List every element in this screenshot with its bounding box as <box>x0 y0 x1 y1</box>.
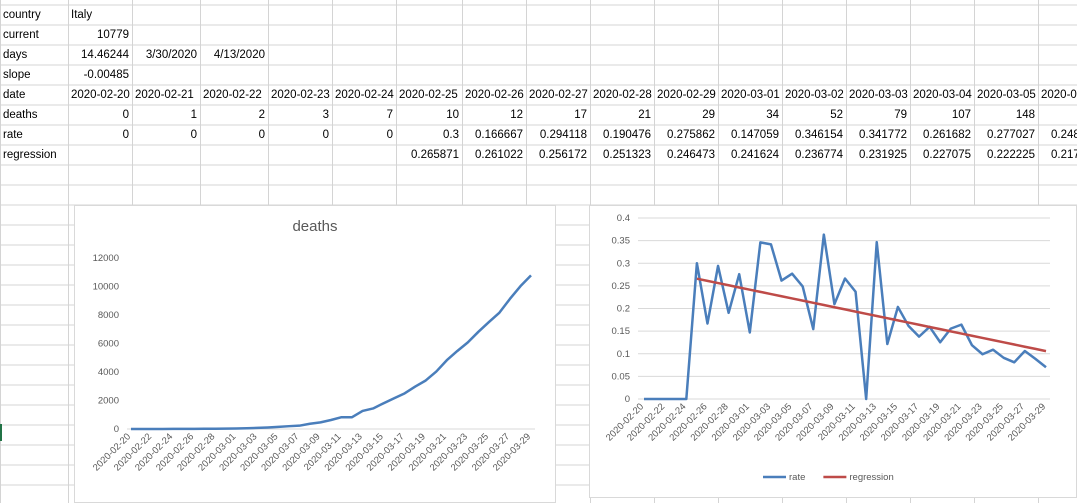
y-tick-label: 4000 <box>98 367 119 378</box>
cell: 0.294118 <box>539 129 587 141</box>
cell: 0.256172 <box>539 149 587 161</box>
cell: 2020-02-24 <box>335 89 394 101</box>
cell: 3 <box>322 109 329 121</box>
cell: 148 <box>1015 109 1035 121</box>
cell: 7 <box>386 109 393 121</box>
y-tick-label: 0.05 <box>612 371 631 382</box>
cell: 0 <box>122 129 129 141</box>
cell: 2020-02-28 <box>593 89 652 101</box>
cell: 10779 <box>97 29 129 41</box>
cell: 1 <box>190 109 197 121</box>
cell: 52 <box>830 109 843 121</box>
cell: 0.277027 <box>987 129 1035 141</box>
selection-marker <box>0 424 2 441</box>
y-tick-label: 0.3 <box>617 258 630 269</box>
cell: 0.222225 <box>987 149 1035 161</box>
cell: 0.251323 <box>603 149 651 161</box>
cell: 34 <box>766 109 779 121</box>
cell: 197 <box>1038 105 1077 125</box>
cell: 0.217376 <box>1051 149 1077 161</box>
cell: 0.241624 <box>731 149 779 161</box>
cell: 0.261022 <box>475 149 523 161</box>
deaths-chart[interactable]: deaths0200040006000800010000120002020-02… <box>74 205 556 503</box>
cell: 0 <box>322 129 329 141</box>
cell: 2020-03-03 <box>849 89 908 101</box>
y-tick-label: 0.25 <box>612 281 631 292</box>
cell: 2020-03-01 <box>721 89 780 101</box>
cell: 0.261682 <box>923 129 971 141</box>
cell: 0.3 <box>443 129 459 141</box>
cell: 0.190476 <box>603 129 651 141</box>
cell: current <box>3 29 39 41</box>
cell: 12 <box>510 109 523 121</box>
series-line <box>696 277 1047 353</box>
y-tick-label: 0.2 <box>617 304 630 315</box>
y-tick-label: 0 <box>625 394 630 405</box>
y-tick-label: 10000 <box>93 282 119 293</box>
y-tick-label: 0.15 <box>612 326 631 337</box>
cell: 79 <box>894 109 907 121</box>
y-tick-label: 12000 <box>93 253 119 264</box>
cell: 0.147059 <box>731 129 779 141</box>
legend-label: regression <box>849 472 893 483</box>
cell: -0.00485 <box>83 69 129 81</box>
cell: 2020-02-22 <box>203 89 262 101</box>
cell: 3/30/2020 <box>145 49 197 61</box>
cell: 4/13/2020 <box>213 49 265 61</box>
cell: 2020-02-27 <box>529 89 588 101</box>
cell: 0.248731 <box>1051 129 1077 141</box>
cell: rate <box>3 129 23 141</box>
cell: 0.341772 <box>859 129 907 141</box>
cell: 2020-03-06 <box>1041 89 1077 101</box>
cell: days <box>3 49 28 61</box>
cell: 0 <box>386 129 393 141</box>
cell: 107 <box>951 109 971 121</box>
cell: 0.246473 <box>667 149 715 161</box>
y-tick-label: 0.4 <box>617 213 630 224</box>
cell: regression <box>3 149 57 161</box>
legend-label: rate <box>789 472 805 483</box>
cell: 2020-02-29 <box>657 89 716 101</box>
series-line <box>644 233 1047 401</box>
cell: 2020-02-20 <box>71 89 130 101</box>
y-tick-label: 0.1 <box>617 349 630 360</box>
cell: 0 <box>258 129 265 141</box>
cell: 0.275862 <box>667 129 715 141</box>
series-line <box>130 274 532 431</box>
rate-chart[interactable]: 00.050.10.150.20.250.30.350.42020-02-202… <box>589 205 1077 498</box>
chart-title: deaths <box>292 218 337 235</box>
cell: 2020-02-25 <box>399 89 458 101</box>
cell: deaths <box>3 109 38 121</box>
y-tick-label: 2000 <box>98 396 119 407</box>
cell: 2 <box>258 109 265 121</box>
cell: 0.227075 <box>923 149 971 161</box>
cell: slope <box>3 69 31 81</box>
cell: 2020-02-26 <box>465 89 524 101</box>
cell: 0.231925 <box>859 149 907 161</box>
cell: 10 <box>446 109 459 121</box>
cell: 2020-02-23 <box>271 89 330 101</box>
cell: 0 <box>122 109 129 121</box>
cell: 17 <box>574 109 587 121</box>
cell: Italy <box>71 9 93 21</box>
cell: 0.265871 <box>411 149 459 161</box>
cell: 0.236774 <box>795 149 843 161</box>
cell: 29 <box>702 109 715 121</box>
cell: 2020-02-21 <box>135 89 194 101</box>
cell: 2020-03-05 <box>977 89 1036 101</box>
cell: 0 <box>190 129 197 141</box>
cell: country <box>3 9 41 21</box>
y-tick-label: 8000 <box>98 310 119 321</box>
cell: date <box>3 89 26 101</box>
cell: 21 <box>638 109 651 121</box>
y-tick-label: 6000 <box>98 339 119 350</box>
cell: 0.346154 <box>795 129 843 141</box>
cell: 2020-03-02 <box>785 89 844 101</box>
y-tick-label: 0 <box>114 424 119 435</box>
cell: 14.46244 <box>81 49 129 61</box>
cell: 2020-03-04 <box>913 89 972 101</box>
y-tick-label: 0.35 <box>612 236 631 247</box>
cell: 0.166667 <box>475 129 523 141</box>
